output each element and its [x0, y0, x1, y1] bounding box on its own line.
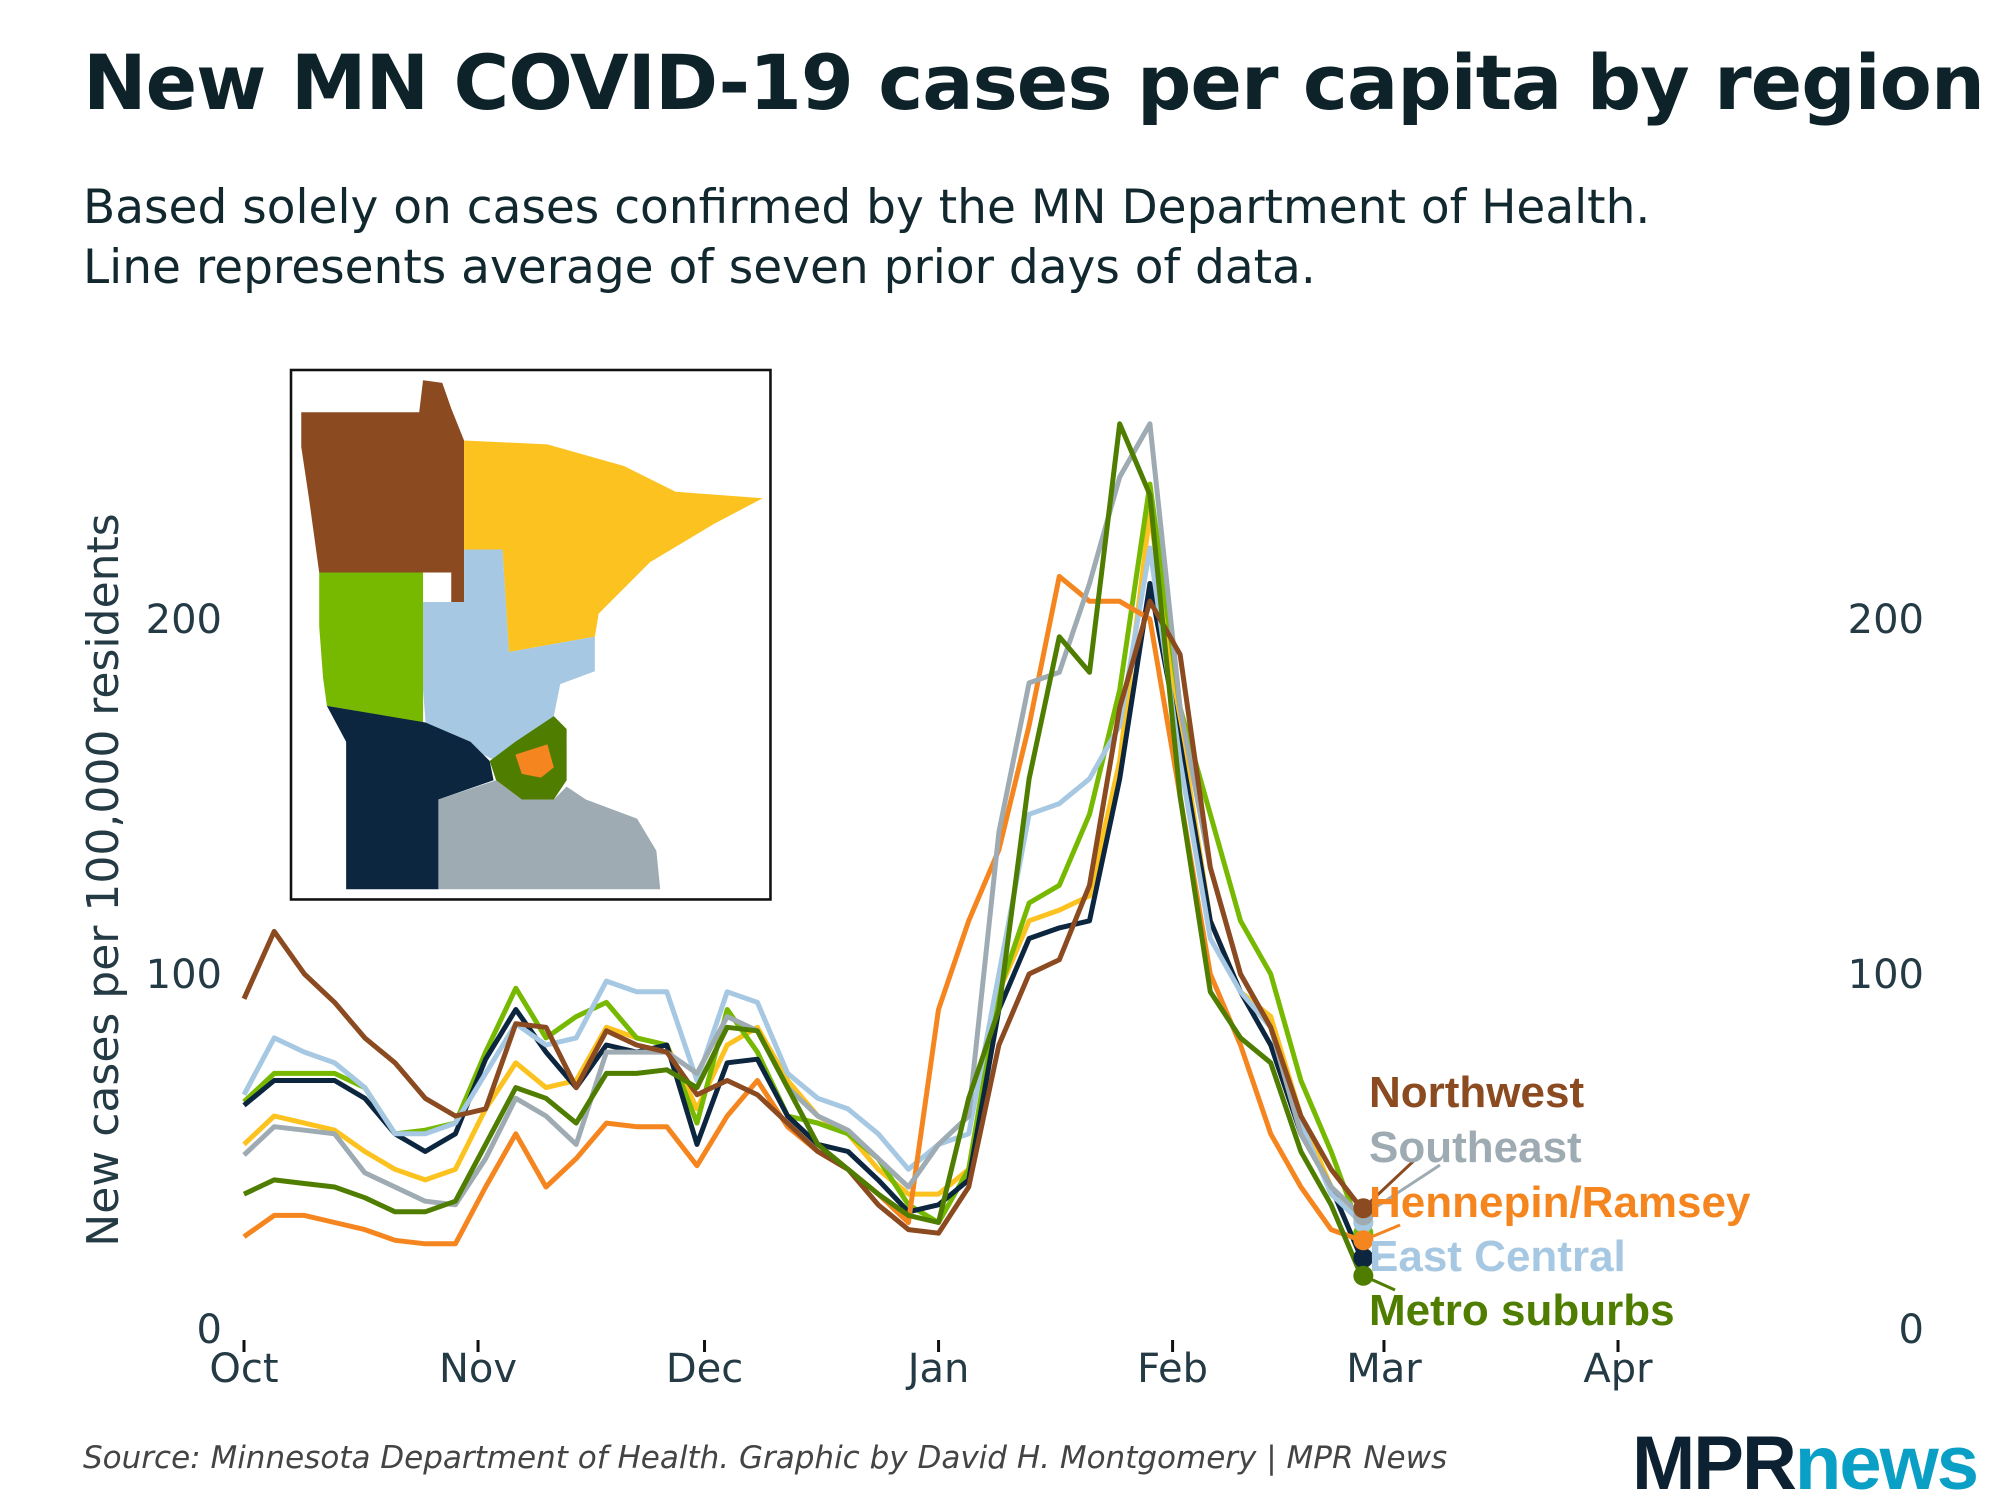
- y-tick-label-right: 100: [1848, 952, 1924, 998]
- chart-subtitle: Based solely on cases confirmed by the M…: [83, 178, 1650, 298]
- x-tick-label: Dec: [666, 1346, 743, 1392]
- label-metro-suburbs: Metro suburbs: [1369, 1286, 1675, 1335]
- subtitle-line-2: Line represents average of seven prior d…: [83, 240, 1316, 295]
- series-lines: [241, 421, 1364, 1277]
- label-hennepin-ramsey: Hennepin/Ramsey: [1369, 1178, 1751, 1227]
- map-region-west-central: [319, 572, 424, 723]
- label-southeast: Southeast: [1369, 1123, 1582, 1172]
- y-tick-label-right: 200: [1848, 597, 1924, 643]
- map-region-southwest: [326, 705, 494, 890]
- logo-mpr: MPR: [1632, 1421, 1797, 1506]
- y-tick-label-left: 200: [146, 597, 222, 643]
- end-dot-hennepin-ramsey: [1353, 1230, 1374, 1251]
- series-line-metro-suburbs: [242, 421, 1364, 1277]
- leader-line-northwest: [1362, 1153, 1422, 1210]
- y-tick-label-left: 0: [197, 1307, 222, 1353]
- logo-news: news: [1794, 1421, 1979, 1506]
- map-region-southeast: [438, 780, 661, 890]
- end-dot-southwest: [1353, 1248, 1374, 1268]
- source-note: Source: Minnesota Department of Health. …: [83, 1440, 1448, 1476]
- x-tick-label: Mar: [1346, 1346, 1422, 1392]
- x-tick-label: Jan: [905, 1346, 970, 1392]
- subtitle-line-1: Based solely on cases confirmed by the M…: [83, 180, 1651, 235]
- end-dot-northwest: [1353, 1198, 1374, 1219]
- end-dots: [1353, 1153, 1441, 1292]
- x-tick-label: Feb: [1137, 1346, 1208, 1392]
- end-dot-metro-suburbs: [1353, 1265, 1374, 1286]
- y-tick-label-left: 100: [146, 952, 222, 998]
- map-region-hennepin-ramsey: [515, 744, 554, 778]
- x-tick-label: Apr: [1583, 1346, 1653, 1392]
- series-line-southeast: [242, 421, 1364, 1218]
- series-line-northeast: [242, 510, 1364, 1225]
- map-region-northwest: [301, 380, 465, 603]
- mpr-news-logo: MPRnews: [1632, 1420, 1979, 1507]
- x-tick-label: Oct: [209, 1346, 278, 1392]
- map-region-east-central: [423, 549, 595, 762]
- y-tick-label-right: 0: [1899, 1307, 1924, 1353]
- chart-title: New MN COVID-19 cases per capita by regi…: [83, 38, 1985, 127]
- y-axis-title: New cases per 100,000 residents: [78, 513, 129, 1246]
- x-tick-label: Nov: [439, 1346, 517, 1392]
- map-region-northeast: [464, 440, 763, 653]
- label-east-central: East Central: [1369, 1232, 1626, 1281]
- leader-line-southeast: [1362, 1163, 1441, 1217]
- label-northwest: Northwest: [1369, 1068, 1585, 1117]
- region-map-inset: [289, 368, 772, 901]
- series-line-northwest: [241, 598, 1364, 1236]
- axes: Oct Nov Dec Jan Feb Mar Apr 0 0 100 100 200 200 New c…: [78, 513, 1924, 1392]
